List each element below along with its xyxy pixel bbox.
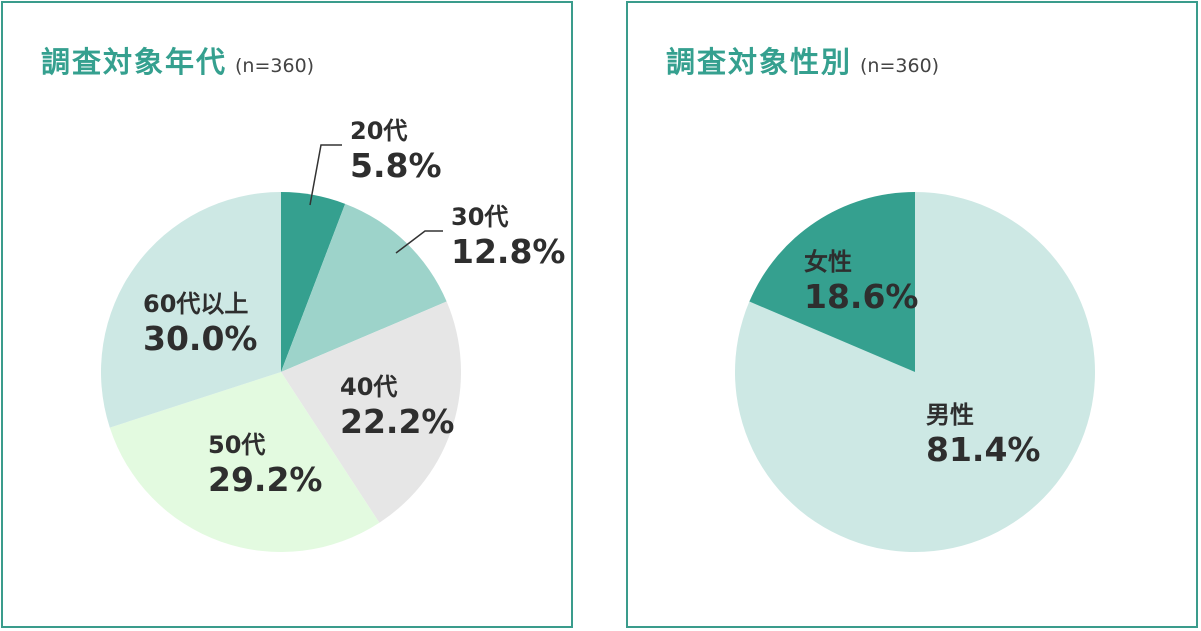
gender-category-label-1: 女性 bbox=[804, 248, 852, 276]
gender-chart-title: 調査対象性別 (n=360) bbox=[666, 39, 939, 81]
age-chart-title: 調査対象年代 (n=360) bbox=[41, 39, 314, 81]
age-chart-title-text: 調査対象年代 bbox=[41, 45, 228, 79]
age-leader-line-0 bbox=[309, 144, 342, 206]
age-slice-2 bbox=[281, 301, 462, 523]
gender-slice-0 bbox=[735, 192, 1096, 552]
age-slice-4 bbox=[101, 191, 282, 428]
gender-category-label-0: 男性 bbox=[926, 401, 974, 429]
age-value-label-4: 30.0% bbox=[143, 319, 258, 358]
age-chart-panel: 調査対象年代 (n=360) 20代 5.8% 30代 12.8% 40代 22.2% 50代… bbox=[1, 1, 573, 628]
age-category-label-3: 50代 bbox=[208, 431, 265, 459]
age-slice-3 bbox=[109, 372, 380, 553]
gender-chart-sample-size: (n=360) bbox=[860, 55, 940, 77]
age-category-label-1: 30代 bbox=[451, 203, 508, 231]
age-value-label-1: 12.8% bbox=[451, 232, 566, 271]
age-category-label-0: 20代 bbox=[350, 117, 407, 145]
age-slice-0 bbox=[281, 192, 346, 372]
age-category-label-4: 60代以上 bbox=[143, 290, 248, 318]
age-chart-sample-size: (n=360) bbox=[235, 55, 315, 77]
gender-value-label-0: 81.4% bbox=[926, 430, 1041, 469]
age-value-label-0: 5.8% bbox=[350, 146, 442, 185]
gender-chart-title-text: 調査対象性別 bbox=[666, 45, 853, 79]
age-value-label-3: 29.2% bbox=[208, 460, 323, 499]
gender-chart-panel: 調査対象性別 (n=360) 男性 81.4% 女性 18.6% bbox=[626, 1, 1198, 628]
age-leader-line-1 bbox=[395, 230, 443, 254]
age-value-label-2: 22.2% bbox=[340, 402, 455, 441]
age-category-label-2: 40代 bbox=[340, 373, 397, 401]
gender-value-label-1: 18.6% bbox=[804, 277, 919, 316]
gender-slice-1 bbox=[749, 192, 915, 372]
